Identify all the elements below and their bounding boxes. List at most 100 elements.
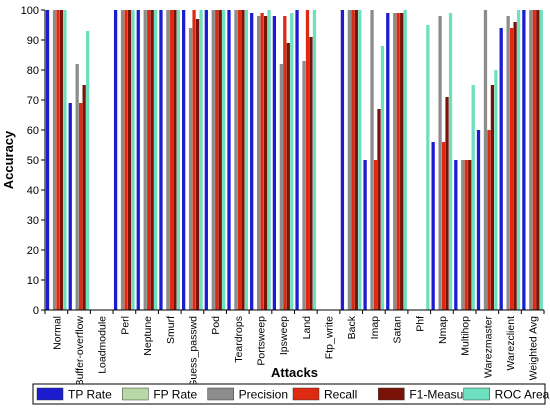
y-tick-label: 100 (21, 5, 39, 17)
bar (263, 16, 268, 310)
bar (267, 10, 271, 310)
bar (283, 16, 287, 310)
bar (490, 85, 495, 310)
bar (445, 97, 449, 310)
bar (82, 85, 86, 310)
y-tick-label: 40 (27, 185, 39, 197)
x-tick-label: Ipsweep (278, 316, 290, 355)
bar (154, 10, 158, 310)
bar (468, 160, 472, 310)
bar (536, 10, 540, 310)
y-tick-label: 10 (27, 275, 39, 287)
bar (532, 10, 536, 310)
bar (127, 10, 132, 310)
bar (188, 28, 193, 310)
bar (403, 10, 407, 310)
x-tick-label: Pod (210, 316, 222, 335)
bar (250, 13, 254, 310)
bar (516, 10, 521, 310)
x-tick-label: Ftp_write (324, 316, 336, 359)
bar (199, 10, 203, 310)
bar (431, 142, 435, 310)
bar (483, 10, 488, 310)
legend-label: TP Rate (68, 388, 112, 402)
axes-layer: 0 10 20 30 40 50 60 70 80 90 100 Normal Buffer-overf… (21, 5, 545, 388)
bar (204, 10, 208, 310)
y-tick-label: 60 (27, 125, 39, 137)
bar (380, 46, 385, 310)
bar (192, 10, 196, 310)
x-tick-label: Neptune (142, 316, 154, 356)
legend-swatch (36, 387, 64, 401)
bar (45, 10, 50, 310)
bar (257, 16, 261, 310)
legend-swatch (292, 387, 320, 401)
bar (305, 10, 310, 310)
bar (340, 10, 345, 310)
bar (241, 10, 245, 310)
legend-label: ROC Area (495, 388, 550, 402)
legend-swatch (463, 387, 490, 401)
bar (150, 10, 154, 310)
bar (237, 10, 242, 310)
bar (272, 16, 277, 310)
x-tick-label: Phf (414, 316, 426, 332)
x-tick-label: Multihop (460, 316, 472, 356)
bar (211, 10, 215, 310)
bar (75, 64, 79, 310)
bar (244, 10, 249, 310)
bar (370, 10, 374, 310)
y-tick-label: 0 (33, 305, 39, 317)
bar (396, 13, 400, 310)
bar (52, 10, 57, 310)
legend-label: F1-Measure (409, 388, 474, 402)
bar (426, 25, 430, 310)
bar (279, 64, 283, 310)
bar (476, 130, 481, 310)
x-axis-title: Attacks (271, 365, 318, 380)
bar (494, 70, 498, 310)
x-tick-label: Teardrops (233, 316, 245, 363)
bar (260, 13, 264, 310)
bar (222, 10, 226, 310)
x-tick-label: Warezclient (505, 316, 517, 371)
x-tick-label: Buffer-overflow (74, 316, 86, 387)
bar (438, 16, 442, 310)
x-tick-label: Perl (119, 316, 131, 335)
bar (464, 160, 468, 310)
y-tick-label: 90 (27, 35, 39, 47)
bar (539, 10, 543, 310)
bar (136, 10, 140, 310)
x-tick-label: Land (301, 316, 313, 340)
bar (499, 28, 503, 310)
bar (461, 160, 465, 310)
y-tick-label: 50 (27, 155, 39, 167)
bar (59, 10, 64, 310)
bar (120, 10, 125, 310)
legend-swatch (207, 387, 234, 401)
bar (173, 10, 177, 310)
legend-label: Precision (239, 388, 288, 402)
x-tick-label: Smurf (165, 316, 177, 344)
bar (286, 43, 290, 310)
y-tick-label: 70 (27, 95, 39, 107)
bar (56, 10, 60, 310)
bar (351, 10, 355, 310)
legend-swatch (378, 387, 405, 401)
y-axis-title: Accuracy (1, 130, 16, 189)
bar (312, 10, 317, 310)
bar (441, 142, 446, 310)
x-tick-label: Back (346, 315, 358, 339)
bar (195, 19, 200, 310)
bar (400, 13, 404, 310)
bars-layer (45, 10, 543, 310)
bar (227, 10, 231, 310)
bar (454, 160, 458, 310)
legend-swatch (122, 387, 149, 401)
bar (218, 10, 222, 310)
legend-label: FP Rate (153, 388, 197, 402)
bar (377, 109, 381, 310)
bar (471, 85, 475, 310)
bar (159, 10, 163, 310)
